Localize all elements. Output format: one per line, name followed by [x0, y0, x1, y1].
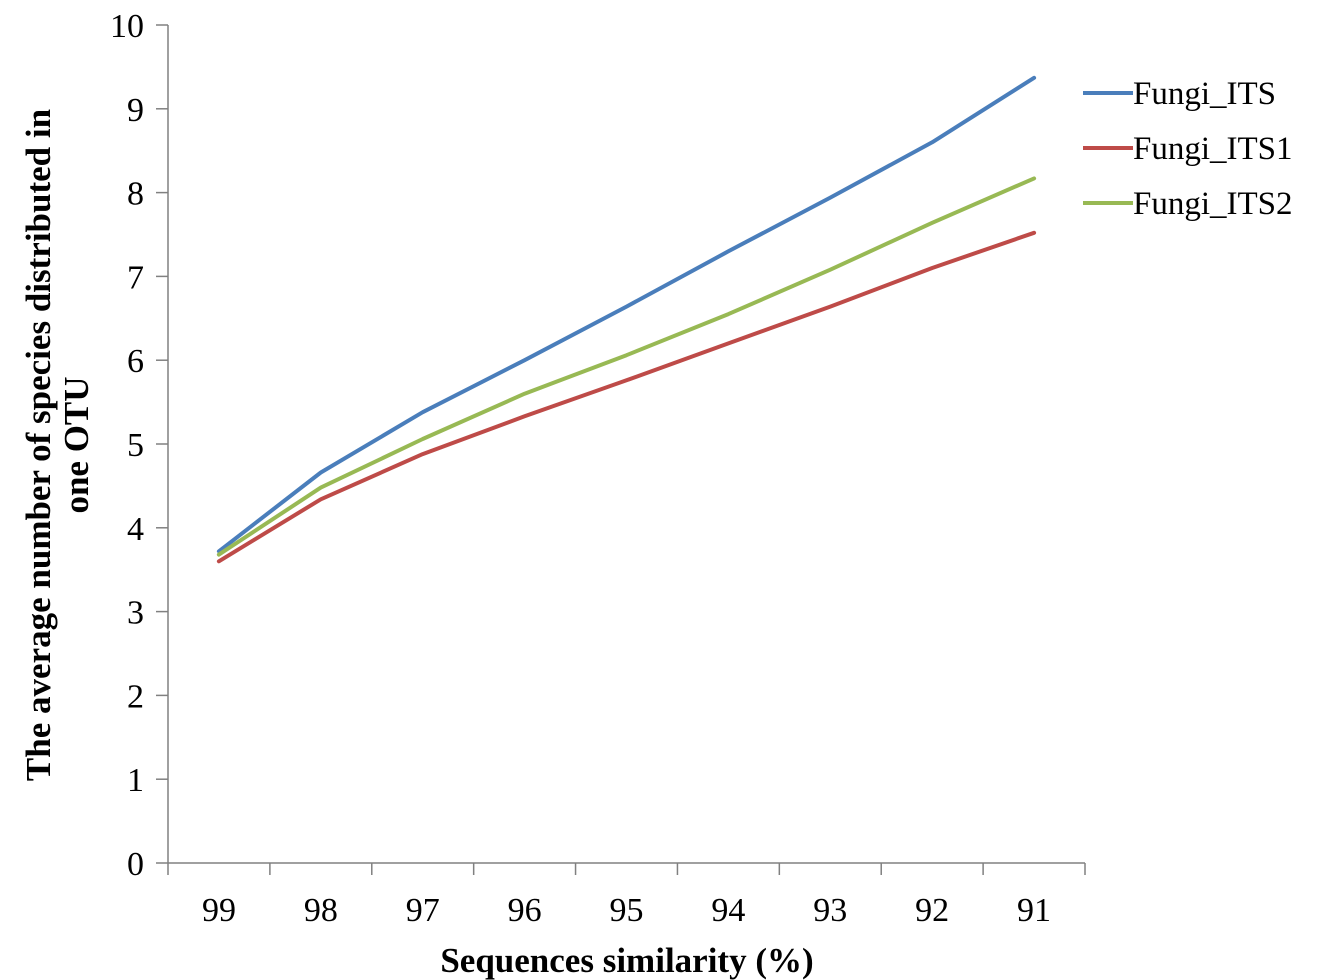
y-tick-label: 0	[127, 846, 144, 883]
legend-label: Fungi_ITS1	[1133, 131, 1293, 167]
y-tick-label: 3	[127, 595, 144, 632]
y-tick-label: 5	[127, 427, 144, 464]
chart-axes: 0 1 2 3 4 5 6 7 8 9 10 99 98 97 96 95 94 93 92 91	[110, 8, 1086, 929]
x-tick-label: 95	[610, 892, 644, 929]
x-tick-label: 96	[508, 892, 542, 929]
series-lines	[216, 75, 1037, 564]
series-line-fungi-its1	[216, 230, 1037, 564]
x-tick-label: 91	[1017, 892, 1051, 929]
x-tick-label: 94	[711, 892, 745, 929]
x-tick-label: 93	[813, 892, 847, 929]
legend-label: Fungi_ITS	[1133, 76, 1276, 112]
series-line-fungi-its	[216, 75, 1037, 554]
y-tick-label: 6	[127, 343, 144, 380]
series-line-fungi-its2	[216, 176, 1037, 557]
y-tick-label: 7	[127, 259, 144, 296]
x-tick-label: 98	[304, 892, 338, 929]
y-tick-label: 4	[127, 511, 144, 548]
legend-label: Fungi_ITS2	[1133, 186, 1293, 222]
y-tick-label: 9	[127, 92, 144, 129]
y-tick-label: 8	[127, 176, 144, 213]
x-axis-title: Sequences similarity (%)	[440, 941, 813, 980]
y-tick-label: 1	[127, 762, 144, 799]
y-tick-label: 2	[127, 678, 144, 715]
legend: Fungi_ITS Fungi_ITS1 Fungi_ITS2	[1083, 76, 1293, 222]
y-axis-title-line: one OTU	[57, 376, 96, 513]
y-tick-label: 10	[110, 8, 144, 45]
x-tick-label: 97	[406, 892, 440, 929]
y-axis-title-line: The average number of species distribute…	[19, 109, 58, 781]
x-tick-label: 92	[915, 892, 949, 929]
x-tick-label: 99	[202, 892, 236, 929]
